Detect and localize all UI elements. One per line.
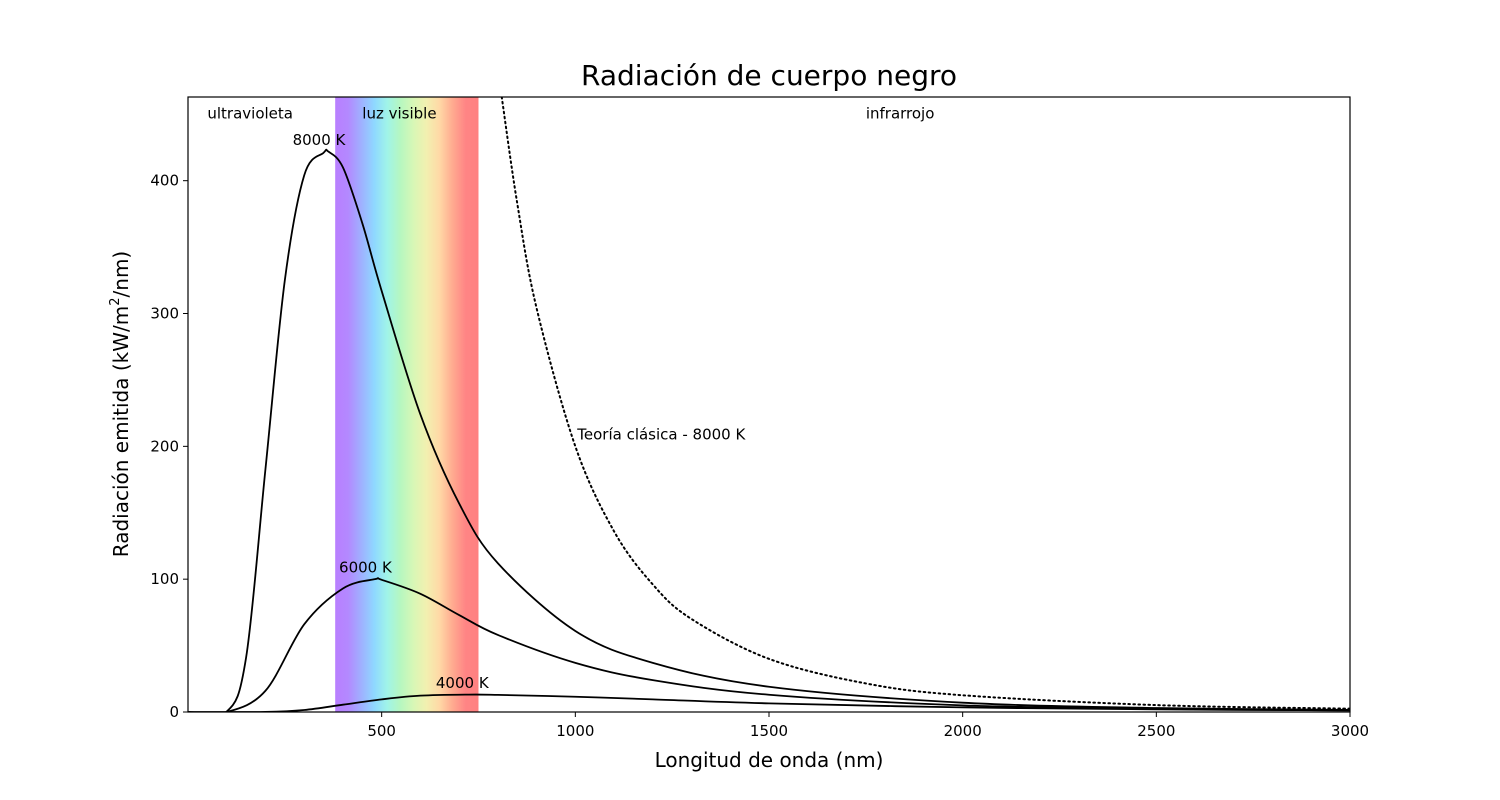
x-tick-label: 2000 [944,722,982,740]
x-tick-label: 3000 [1331,722,1369,740]
y-tick-label: 400 [150,172,179,190]
x-axis: 500 1000 1500 2000 2500 3000 [367,712,1369,740]
series-line-6000-k [188,577,1350,712]
x-tick-label: 1000 [556,722,594,740]
x-tick-label: 2500 [1137,722,1175,740]
x-axis-label: Longitud de onda (nm) [655,748,884,772]
y-axis: 0 100 200 300 400 [150,172,188,721]
annotation-ultravioleta: ultravioleta [207,104,293,122]
series-layer [188,97,1350,712]
annotation-infrarrojo: infrarrojo [866,104,935,122]
annotation-8000-k: 8000 K [293,131,347,149]
y-tick-label: 0 [169,703,179,721]
x-tick-label: 500 [367,722,396,740]
annotation-6000-k: 6000 K [339,559,393,577]
y-axis-label: Radiación emitida (kW/m2/nm) [108,251,133,557]
plot-area: 8000 K 6000 K 4000 K Teoría clásica - 8000 … [188,97,1350,712]
series-line-8000-k [188,148,1350,712]
y-axis-label-main: Radiación emitida (kW/m [109,306,133,557]
annotation-teor-a-cl-sica-8000-k: Teoría clásica - 8000 K [576,426,746,444]
series-line-teor-a-cl-sica-8000-k [500,97,1350,710]
y-tick-label: 200 [150,437,179,455]
chart-title: Radiación de cuerpo negro [581,59,957,92]
y-tick-label: 100 [150,570,179,588]
annotation-luz-visible: luz visible [362,104,436,122]
y-axis-label-units: /nm) [109,251,133,298]
series-line-4000-k [188,693,1350,712]
y-tick-label: 300 [150,305,179,323]
annotation-layer: 8000 K 6000 K 4000 K Teoría clásica - 8000 … [207,104,934,692]
x-tick-label: 1500 [750,722,788,740]
annotation-4000-k: 4000 K [436,674,490,692]
visible-light-band [335,97,479,712]
y-axis-label-superscript: 2 [108,297,123,305]
